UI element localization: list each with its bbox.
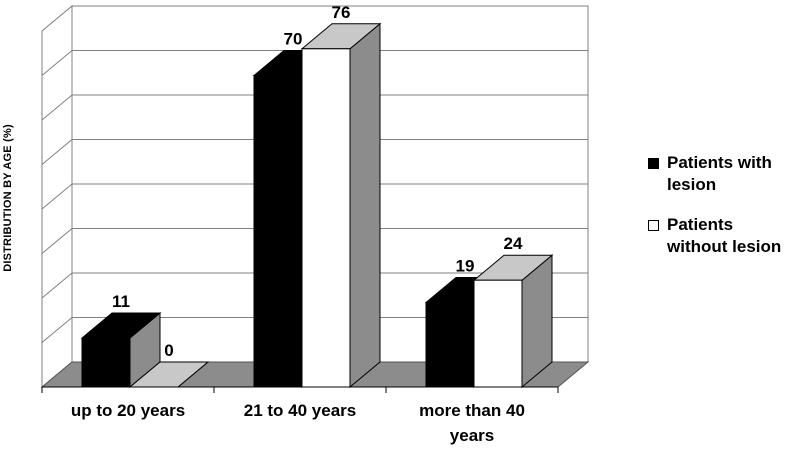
- legend-label-with-lesion: Patients with lesion: [667, 153, 772, 194]
- bars: [80, 22, 554, 389]
- gridline-left: [41, 139, 73, 165]
- legend-item-without-lesion: Patients without lesion: [645, 214, 785, 258]
- bar-without-lesion-0: [128, 361, 210, 388]
- bar-side: [349, 22, 381, 389]
- data-label: 0: [164, 341, 173, 360]
- gridline-left: [41, 183, 73, 210]
- y-axis-label: DISTRIBUTION BY AGE (%): [2, 124, 14, 272]
- data-label: 19: [456, 256, 475, 275]
- data-label: 11: [112, 292, 130, 311]
- data-label: 70: [284, 30, 303, 49]
- gridline-left: [41, 272, 73, 299]
- legend-swatch-without-lesion: [648, 220, 659, 231]
- value-labels: 11 0 70 76 19 24: [112, 3, 523, 360]
- x-tick-label: 21 to 40 years: [244, 401, 356, 420]
- x-tick-label: more than 40 years: [419, 401, 525, 445]
- bar-front: [253, 75, 303, 388]
- bar-front: [301, 48, 351, 388]
- bar-front: [473, 279, 523, 388]
- legend-label-without-lesion: Patients without lesion: [667, 215, 782, 256]
- gridline-left: [41, 50, 73, 76]
- data-label: 76: [332, 3, 351, 22]
- legend-swatch-with-lesion: [648, 158, 659, 169]
- gridline-left: [41, 94, 73, 121]
- data-label: 24: [504, 234, 523, 253]
- category-labels: up to 20 years 21 to 40 years more than 40…: [71, 401, 525, 445]
- bar-front: [425, 301, 475, 388]
- x-tick-label: up to 20 years: [71, 401, 185, 420]
- bar-without-lesion-1: [300, 22, 382, 389]
- gridline-left: [41, 317, 73, 343]
- legend-item-with-lesion: Patients with lesion: [645, 152, 785, 196]
- bar-without-lesion-2: [472, 254, 554, 389]
- gridline-left: [41, 228, 73, 254]
- bar-with-lesion-0: [80, 311, 162, 389]
- bar-front: [81, 337, 131, 388]
- bar-top: [128, 361, 210, 388]
- legend: Patients with lesion Patients without le…: [645, 152, 785, 276]
